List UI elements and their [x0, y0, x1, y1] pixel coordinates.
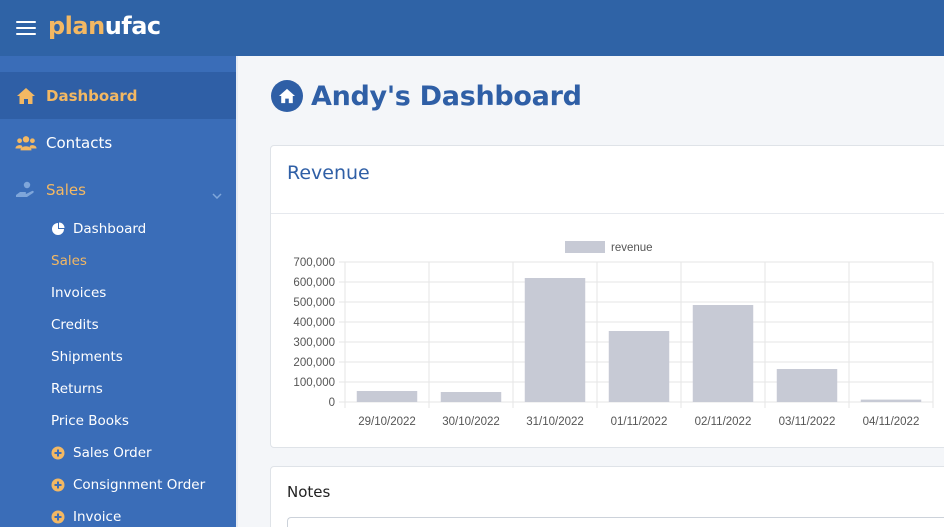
chart-bar — [776, 369, 838, 402]
y-tick-label: 200,000 — [293, 357, 335, 369]
sidebar-sub-sales-dashboard[interactable]: Dashboard — [51, 217, 146, 241]
sidebar-sub-label: Price Books — [51, 413, 129, 429]
sidebar-sub-label: Credits — [51, 317, 99, 333]
page-title: Andy's Dashboard — [311, 80, 582, 112]
chart-bar — [692, 305, 754, 402]
chart-bar — [440, 392, 502, 402]
sidebar-sub-sales[interactable]: Sales — [51, 249, 87, 273]
y-tick-label: 300,000 — [293, 337, 335, 349]
sidebar-sub-price-books[interactable]: Price Books — [51, 409, 129, 433]
top-bar: planufac — [0, 0, 944, 56]
x-tick-label: 01/11/2022 — [611, 416, 668, 428]
y-tick-label: 600,000 — [293, 277, 335, 289]
pie-chart-icon — [51, 222, 65, 236]
sidebar-sub-label: Returns — [51, 381, 103, 397]
sidebar-sub-label: Invoices — [51, 285, 107, 301]
sidebar-sub-shipments[interactable]: Shipments — [51, 345, 123, 369]
chart-bar — [356, 391, 418, 402]
plus-circle-icon — [51, 510, 65, 524]
hand-coin-icon — [15, 179, 37, 201]
sidebar-sub-new-consignment-order[interactable]: Consignment Order — [51, 473, 205, 497]
x-tick-label: 31/10/2022 — [526, 416, 584, 428]
y-tick-label: 700,000 — [293, 257, 335, 269]
sidebar-sub-invoices[interactable]: Invoices — [51, 281, 106, 305]
y-tick-label: 500,000 — [293, 297, 335, 309]
sidebar-item-label: Dashboard — [46, 86, 138, 105]
x-tick-label: 30/10/2022 — [442, 416, 500, 428]
sidebar-sub-label: Consignment Order — [73, 477, 206, 493]
sidebar-sub-label: Invoice — [73, 509, 122, 525]
chevron-down-icon[interactable] — [212, 184, 222, 203]
home-icon — [15, 85, 37, 107]
sidebar-item-label: Contacts — [46, 133, 113, 152]
y-tick-label: 400,000 — [293, 317, 335, 329]
x-tick-label: 03/11/2022 — [779, 416, 836, 428]
main-content: Andy's Dashboard Revenue 700,000 600,000 5… — [238, 56, 944, 527]
brand-logo-part2: ufac — [104, 12, 161, 40]
revenue-card-header: Revenue — [271, 146, 944, 214]
revenue-card: Revenue 700,000 600,000 500,000 400,000 300,… — [270, 145, 944, 448]
sidebar-sub-label: Sales Order — [73, 445, 152, 461]
sidebar-sub-label: Sales — [51, 253, 87, 269]
sidebar-item-dashboard[interactable]: Dashboard — [0, 72, 236, 119]
sidebar-item-sales[interactable]: Sales — [0, 166, 236, 213]
plus-circle-icon — [51, 446, 65, 460]
sidebar-sub-credits[interactable]: Credits — [51, 313, 99, 337]
home-icon — [271, 80, 303, 112]
x-tick-label: 04/11/2022 — [863, 416, 920, 428]
sidebar-sub-returns[interactable]: Returns — [51, 377, 103, 401]
sidebar-sub-label: Shipments — [51, 349, 123, 365]
y-tick-label: 100,000 — [293, 377, 335, 389]
plus-circle-icon — [51, 478, 65, 492]
menu-toggle-icon[interactable] — [16, 21, 36, 35]
users-icon — [15, 132, 37, 154]
page-header: Andy's Dashboard — [271, 80, 582, 112]
revenue-chart: 700,000 600,000 500,000 400,000 300,000 200,0… — [293, 241, 934, 428]
legend-label: revenue — [611, 242, 653, 254]
sidebar-sub-new-invoice[interactable]: Invoice — [51, 505, 121, 527]
notes-input[interactable] — [287, 517, 944, 527]
notes-card-title: Notes — [287, 483, 331, 501]
legend-swatch — [565, 241, 605, 253]
sidebar-item-label: Sales — [46, 180, 86, 199]
chart-bar — [608, 331, 670, 402]
x-tick-label: 29/10/2022 — [358, 416, 416, 428]
revenue-card-title: Revenue — [287, 162, 370, 184]
sidebar-sub-new-sales-order[interactable]: Sales Order — [51, 441, 152, 465]
y-tick-label: 0 — [329, 397, 335, 409]
chart-bar — [860, 399, 922, 402]
notes-card: Notes — [270, 466, 944, 527]
x-tick-label: 02/11/2022 — [695, 416, 752, 428]
sidebar-sub-label: Dashboard — [73, 221, 147, 237]
sidebar-item-contacts[interactable]: Contacts — [0, 119, 236, 166]
brand-logo[interactable]: planufac — [48, 14, 161, 38]
chart-bar — [524, 278, 586, 402]
sidebar: Dashboard Contacts Sales — [0, 56, 238, 527]
brand-logo-part1: plan — [48, 12, 105, 40]
